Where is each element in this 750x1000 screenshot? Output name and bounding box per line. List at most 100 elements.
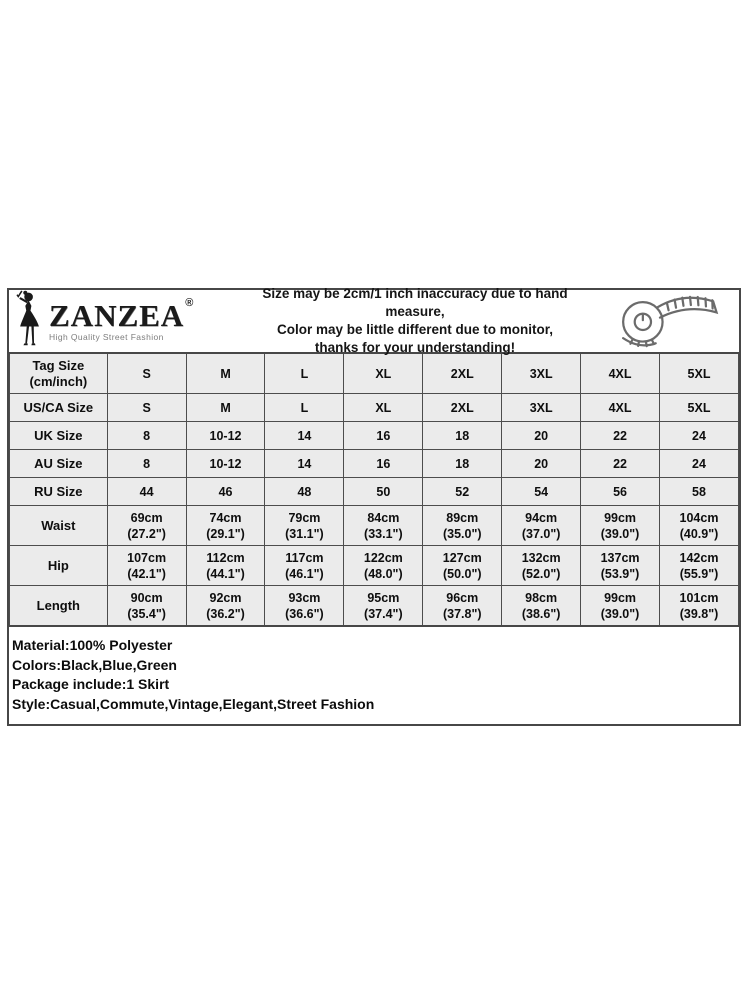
size-cell: XL (343, 393, 424, 422)
size-cell: 93cm (36.6") (264, 585, 345, 627)
size-cell: 56 (580, 477, 661, 506)
size-cell: 5XL (659, 352, 739, 394)
size-cell: 104cm (40.9") (659, 505, 739, 546)
disclaimer-line: Color may be little different due to mon… (276, 322, 554, 337)
size-table-row: US/CA Size S M L XL 2XL 3XL 4XL 5XL (9, 393, 739, 422)
size-cell: 50 (343, 477, 424, 506)
style-line: Style:Casual,Commute,Vintage,Elegant,Str… (12, 695, 375, 712)
measuring-tape-icon (597, 291, 729, 351)
size-table-row: Waist 69cm (27.2") 74cm (29.1") 79cm (31.1"… (9, 505, 739, 546)
size-cell: 137cm (53.9") (580, 545, 661, 586)
size-cell: 84cm (33.1") (343, 505, 424, 546)
size-cell: 14 (264, 421, 345, 450)
size-cell: 107cm (42.1") (106, 545, 187, 586)
size-cell: 16 (343, 421, 424, 450)
size-cell: 2XL (422, 393, 503, 422)
size-cell: 16 (343, 449, 424, 478)
size-cell: 112cm (44.1") (185, 545, 266, 586)
size-cell: 90cm (35.4") (106, 585, 187, 627)
size-cell: 99cm (39.0") (580, 505, 661, 546)
product-details: Material:100% Polyester Colors:Black,Blu… (9, 627, 739, 724)
size-table: Tag Size (cm/inch) S M L XL 2XL 3XL 4XL 5XL US/CA… (9, 352, 739, 627)
size-cell: 24 (659, 421, 739, 450)
size-cell: 94cm (37.0") (501, 505, 582, 546)
size-cell: 20 (501, 421, 582, 450)
size-chart-sheet: ZANZEA ® High Quality Street Fashion Siz… (7, 286, 741, 726)
size-cell: 3XL (501, 393, 582, 422)
brand-name: ZANZEA (49, 298, 185, 333)
size-cell: 122cm (48.0") (343, 545, 424, 586)
row-label: AU Size (9, 449, 108, 478)
woman-silhouette-icon (13, 289, 47, 354)
registered-trademark: ® (185, 297, 194, 309)
size-cell: 4XL (580, 352, 661, 394)
size-cell: 14 (264, 449, 345, 478)
size-cell: 22 (580, 449, 661, 478)
size-table-row: Hip 107cm (42.1") 112cm (44.1") 117cm (46.1… (9, 545, 739, 586)
size-cell: 96cm (37.8") (422, 585, 503, 627)
size-cell: 99cm (39.0") (580, 585, 661, 627)
size-cell: XL (343, 352, 424, 394)
row-label: Hip (9, 545, 108, 586)
size-cell: S (106, 352, 187, 394)
size-cell: 8 (106, 449, 187, 478)
size-cell: 58 (659, 477, 739, 506)
size-cell: 24 (659, 449, 739, 478)
row-label: RU Size (9, 477, 108, 506)
size-cell: 4XL (580, 393, 661, 422)
size-cell: M (185, 352, 266, 394)
size-cell: 22 (580, 421, 661, 450)
size-cell: 18 (422, 449, 503, 478)
size-cell: 44 (106, 477, 187, 506)
size-cell: 132cm (52.0") (501, 545, 582, 586)
size-cell: 10-12 (185, 421, 266, 450)
size-cell: 18 (422, 421, 503, 450)
logo-text: ZANZEA ® High Quality Street Fashion (49, 297, 194, 343)
size-cell: 48 (264, 477, 345, 506)
brand-logo: ZANZEA ® High Quality Street Fashion (13, 289, 233, 354)
disclaimer-line: thanks for your understanding! (314, 340, 516, 355)
size-table-row: RU Size 44 46 48 50 52 54 56 58 (9, 477, 739, 506)
material-line: Material:100% Polyester (12, 637, 173, 653)
size-cell: 46 (185, 477, 266, 506)
size-cell: 79cm (31.1") (264, 505, 345, 546)
size-cell: 101cm (39.8") (659, 585, 739, 627)
disclaimer-line: Size may be 2cm/1 inch inaccuracy due to… (262, 286, 568, 319)
size-table-row: Tag Size (cm/inch) S M L XL 2XL 3XL 4XL 5XL (9, 352, 739, 394)
size-cell: 52 (422, 477, 503, 506)
row-label: Tag Size (cm/inch) (9, 352, 108, 394)
size-cell: 20 (501, 449, 582, 478)
size-cell: 74cm (29.1") (185, 505, 266, 546)
row-label: Length (9, 585, 108, 627)
size-cell: 2XL (422, 352, 503, 394)
size-cell: 3XL (501, 352, 582, 394)
package-line: Package include:1 Skirt (12, 676, 170, 692)
size-table-row: AU Size 8 10-12 14 16 18 20 22 24 (9, 449, 739, 478)
size-cell: 92cm (36.2") (185, 585, 266, 627)
row-label: US/CA Size (9, 393, 108, 422)
size-cell: L (264, 352, 345, 394)
header: ZANZEA ® High Quality Street Fashion Siz… (9, 286, 739, 355)
size-cell: 127cm (50.0") (422, 545, 503, 586)
size-cell: M (185, 393, 266, 422)
row-label: UK Size (9, 421, 108, 450)
size-cell: S (106, 393, 187, 422)
size-cell: 95cm (37.4") (343, 585, 424, 627)
size-cell: 142cm (55.9") (659, 545, 739, 586)
size-table-body: Tag Size (cm/inch) S M L XL 2XL 3XL 4XL 5XL US/CA… (9, 352, 739, 627)
size-cell: 54 (501, 477, 582, 506)
size-table-row: Length 90cm (35.4") 92cm (36.2") 93cm (36.6… (9, 585, 739, 627)
size-table-row: UK Size 8 10-12 14 16 18 20 22 24 (9, 421, 739, 450)
size-cell: 10-12 (185, 449, 266, 478)
size-cell: 69cm (27.2") (106, 505, 187, 546)
size-cell: 98cm (38.6") (501, 585, 582, 627)
size-cell: 89cm (35.0") (422, 505, 503, 546)
size-cell: L (264, 393, 345, 422)
size-cell: 5XL (659, 393, 739, 422)
size-disclaimer: Size may be 2cm/1 inch inaccuracy due to… (233, 285, 597, 357)
row-label: Waist (9, 505, 108, 546)
brand-tagline: High Quality Street Fashion (49, 332, 164, 342)
size-cell: 117cm (46.1") (264, 545, 345, 586)
size-cell: 8 (106, 421, 187, 450)
colors-line: Colors:Black,Blue,Green (12, 656, 177, 673)
